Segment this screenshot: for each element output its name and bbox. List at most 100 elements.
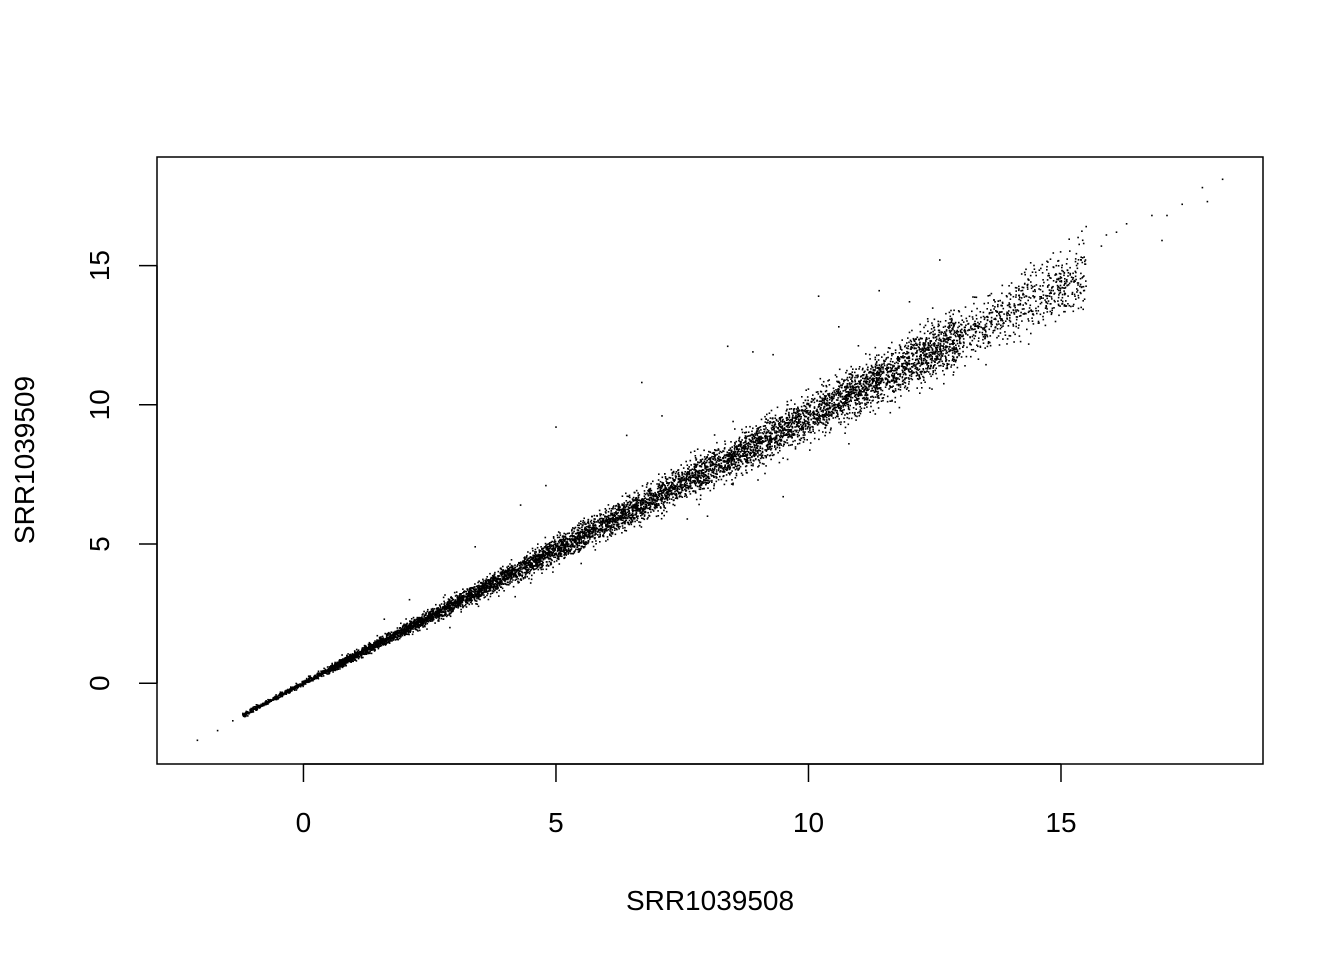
data-point (559, 546, 561, 549)
data-point (937, 323, 940, 325)
data-point (899, 345, 902, 348)
data-point (816, 421, 819, 423)
data-point (919, 371, 922, 373)
data-point (923, 353, 926, 356)
data-point (479, 598, 481, 601)
data-point (384, 644, 387, 646)
data-point (499, 572, 502, 574)
data-point (622, 522, 624, 525)
data-point (878, 377, 881, 379)
data-point (775, 418, 778, 421)
data-point (934, 358, 936, 360)
data-point (877, 392, 879, 395)
data-point (908, 383, 910, 385)
data-point (915, 375, 918, 377)
data-point (671, 487, 674, 489)
data-point (687, 487, 690, 489)
data-point (800, 437, 802, 440)
data-point (589, 533, 592, 535)
data-point (757, 432, 760, 434)
data-point (660, 517, 663, 520)
data-point (634, 517, 636, 519)
data-point (713, 476, 715, 479)
data-point (780, 420, 782, 423)
data-point (829, 406, 832, 409)
data-point (468, 595, 471, 598)
data-point (1010, 282, 1013, 284)
data-point (411, 622, 414, 624)
data-point (579, 548, 581, 550)
data-point (542, 558, 545, 561)
data-point (718, 455, 720, 458)
data-point (389, 640, 391, 642)
data-point (462, 606, 464, 609)
data-point (563, 543, 566, 546)
data-point (1074, 258, 1077, 260)
data-point (972, 334, 975, 336)
data-point (658, 495, 661, 498)
data-point (947, 326, 949, 328)
data-point (1048, 284, 1050, 286)
data-point (759, 432, 761, 434)
data-point (955, 335, 957, 338)
data-point (549, 544, 551, 546)
data-point (580, 523, 582, 525)
data-point (527, 564, 529, 566)
data-point (1053, 292, 1056, 295)
data-point (804, 408, 807, 411)
data-point (916, 374, 919, 376)
data-point (1030, 284, 1033, 287)
data-point (826, 419, 828, 421)
data-point (921, 363, 924, 366)
data-point (927, 366, 929, 369)
data-point (766, 413, 768, 416)
data-point (943, 343, 945, 345)
data-point (694, 470, 697, 473)
data-point (438, 620, 440, 622)
data-point (668, 490, 670, 492)
data-point (945, 345, 948, 348)
data-point (320, 670, 322, 672)
data-point (477, 593, 479, 596)
data-point (916, 358, 919, 360)
data-point (643, 492, 646, 495)
data-point (460, 605, 462, 608)
data-point (930, 346, 933, 349)
data-point (823, 401, 826, 403)
data-point (723, 459, 726, 462)
data-point (889, 360, 892, 363)
data-point (865, 373, 868, 376)
data-point (930, 375, 932, 378)
data-point (722, 468, 725, 471)
data-point (782, 435, 784, 438)
data-point (901, 349, 903, 351)
data-point (643, 518, 646, 521)
data-point (777, 451, 779, 454)
data-point (1059, 276, 1062, 278)
data-point (924, 350, 926, 353)
data-point (434, 622, 436, 624)
data-point (883, 359, 885, 362)
data-point (929, 345, 932, 348)
data-point (707, 473, 710, 475)
data-point (957, 353, 960, 355)
data-point (629, 500, 631, 503)
data-point (942, 349, 944, 352)
data-point (987, 341, 990, 343)
data-point (669, 477, 672, 479)
data-point (517, 571, 520, 574)
data-point (933, 329, 936, 331)
data-point (737, 464, 739, 467)
data-point (703, 460, 706, 463)
data-point (1080, 259, 1082, 261)
data-point (672, 477, 674, 480)
data-point (290, 690, 292, 692)
data-point (604, 511, 607, 513)
data-point (800, 417, 802, 420)
data-point (823, 399, 825, 402)
data-point (1042, 315, 1044, 318)
data-point (728, 452, 730, 454)
data-point (855, 402, 857, 405)
data-point (1071, 291, 1074, 294)
data-point (877, 374, 879, 377)
